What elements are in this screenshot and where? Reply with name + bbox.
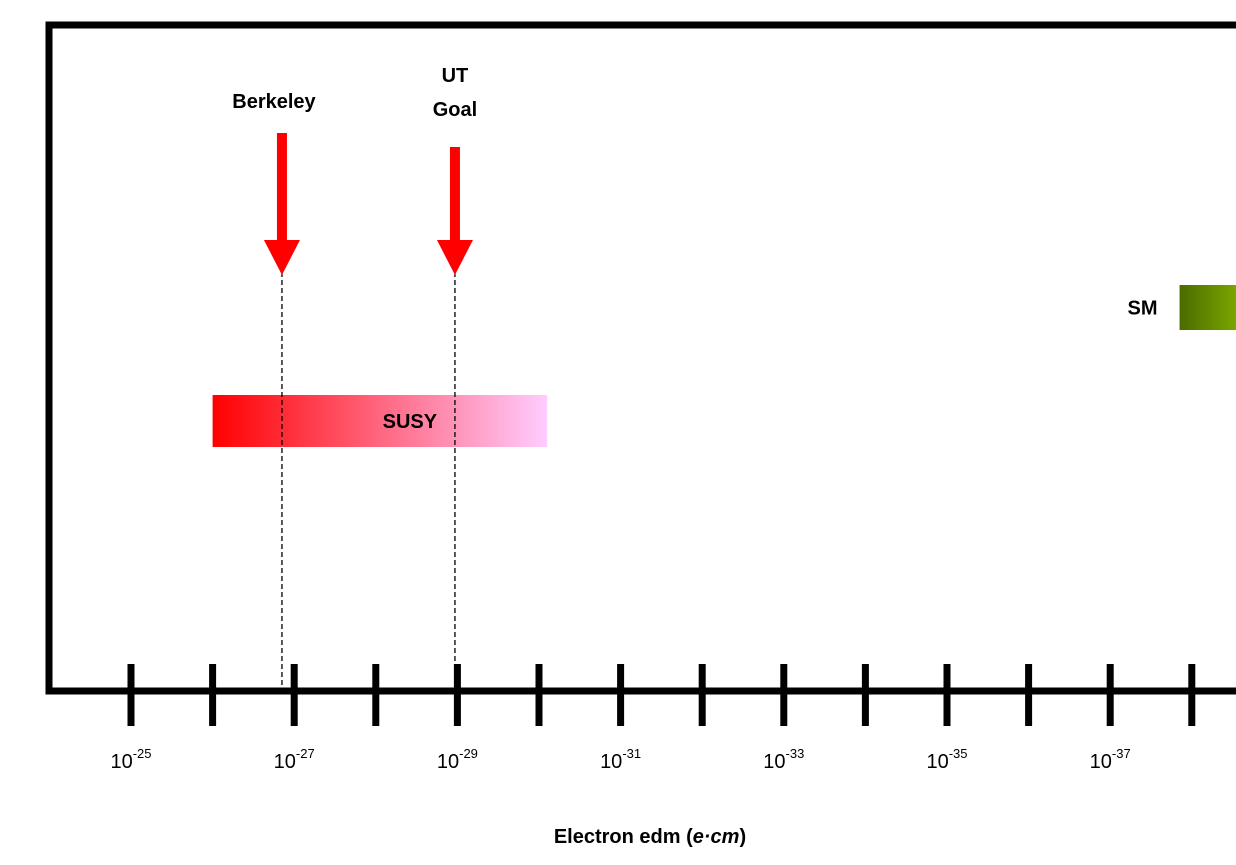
marker-label: Berkeley <box>232 91 316 113</box>
axis-title: Electron edm (e·cm) <box>554 826 746 848</box>
tick-exponent: -29 <box>459 746 478 761</box>
tick-exponent: -31 <box>622 746 641 761</box>
tick-label: 10-31 <box>600 746 641 773</box>
arrow <box>436 147 473 275</box>
tick-label: 10-29 <box>437 746 478 773</box>
band <box>1179 285 1236 330</box>
arrow <box>263 133 300 275</box>
tick-base: 10 <box>437 751 459 773</box>
tick-exponent: -25 <box>133 746 152 761</box>
band-label: SM <box>1128 298 1158 320</box>
tick-label: 10-35 <box>926 746 967 773</box>
tick-base: 10 <box>274 751 296 773</box>
tick-label: 10-27 <box>274 746 315 773</box>
marker-label: UT <box>442 65 469 87</box>
tick-base: 10 <box>1090 751 1112 773</box>
tick-exponent: -37 <box>1112 746 1131 761</box>
axis-title-end: ) <box>739 826 746 848</box>
tick-label: 10-37 <box>1090 746 1131 773</box>
tick-exponent: -35 <box>949 746 968 761</box>
tick-label: 10-33 <box>763 746 804 773</box>
tick-label: 10-25 <box>110 746 151 773</box>
band <box>212 395 548 447</box>
tick-exponent: -27 <box>296 746 315 761</box>
frame <box>45 21 1236 695</box>
axis-title-main: Electron edm ( <box>554 826 693 848</box>
tick-exponent: -33 <box>786 746 805 761</box>
axis-title-unit: e·cm <box>693 826 740 848</box>
tick-base: 10 <box>926 751 948 773</box>
tick-base: 10 <box>600 751 622 773</box>
tick-base: 10 <box>110 751 132 773</box>
tick-base: 10 <box>763 751 785 773</box>
marker-label: Goal <box>433 99 477 121</box>
band-label: SUSY <box>383 411 438 433</box>
